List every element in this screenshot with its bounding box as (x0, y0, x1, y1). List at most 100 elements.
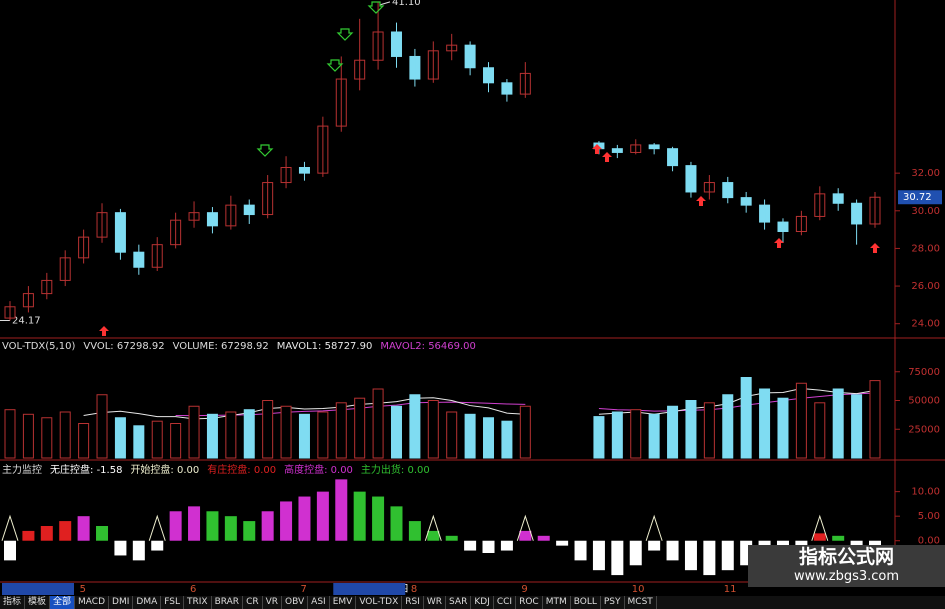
legend-value: 0.00 (330, 465, 353, 476)
signal-arrows (256, 1, 385, 157)
buy-arrow (870, 243, 880, 253)
volume-bar (4, 409, 16, 459)
y-tick-label: 25000 (908, 424, 940, 435)
legend-entry: 有庄控盘: 0.00 (207, 461, 276, 476)
legend-value: 0.00 (177, 465, 200, 476)
tab[interactable]: EMV (330, 596, 357, 609)
indicator-bar (40, 526, 53, 541)
tab[interactable]: DMI (109, 596, 134, 609)
legend-entry: 开始控盘: 0.00 (130, 461, 199, 476)
volume-bar (703, 402, 715, 459)
tab[interactable]: VR (263, 596, 283, 609)
tab[interactable]: VOL-TDX (356, 596, 403, 609)
volume-bar (354, 397, 366, 459)
start-marker (424, 514, 442, 541)
tab[interactable]: CR (243, 596, 263, 609)
indicator-bar (703, 540, 716, 576)
cursor-date-box (2, 583, 74, 595)
x-tick-label: 11 (724, 584, 737, 595)
high-label: 41.10 (392, 0, 421, 8)
tab[interactable]: MTM (543, 596, 571, 609)
indicator-bar (537, 535, 550, 541)
legend-entry: MAVOL2: 56469.00 (380, 341, 476, 352)
cursor-date-box (333, 583, 406, 595)
legend-entry: 主力出货: 0.00 (361, 461, 430, 476)
volume-bar (243, 409, 255, 459)
indicator-bar (592, 540, 605, 571)
legend-entry: 高度控盘: 0.00 (284, 461, 353, 476)
indicator-bar (224, 516, 237, 541)
tab[interactable]: 全部 (50, 596, 76, 609)
start-marker (148, 514, 166, 541)
sell-arrow (326, 59, 344, 72)
indicator-tabs: 指标 模板 全部 MACD DMI DMA FSL TRIX BRAR CR VR OBV ASI EMV… (0, 596, 945, 609)
indicator-bar (243, 521, 256, 541)
volume-bar (427, 400, 439, 459)
panel-frames (0, 0, 945, 583)
sell-arrow (336, 28, 354, 41)
tab[interactable]: 模板 (25, 596, 51, 609)
volume-bar (59, 411, 71, 459)
volume-bar (262, 400, 274, 459)
tab[interactable]: WR (424, 596, 447, 609)
tab[interactable]: 指标 (0, 596, 26, 609)
tab[interactable]: TRIX (184, 596, 212, 609)
tab[interactable]: SAR (446, 596, 472, 609)
stat-value: 67298.92 (221, 341, 269, 352)
y-tick-label: 24.00 (911, 319, 940, 330)
indicator-bar (721, 540, 734, 571)
buy-arrow (99, 326, 109, 336)
legend-entry: 无庄控盘: -1.58 (50, 461, 122, 476)
tab[interactable]: RSI (402, 596, 424, 609)
indicator-bar (519, 530, 532, 541)
x-tick-label: 6 (190, 584, 196, 595)
average-line (83, 388, 876, 420)
indicator-bar (261, 511, 274, 541)
indicator-bar (832, 535, 845, 541)
indicator-bar (611, 540, 624, 576)
tab[interactable]: MACD (75, 596, 110, 609)
volume-bar (483, 417, 495, 459)
y-tick-label: 32.00 (911, 168, 940, 179)
tab[interactable]: DMA (133, 596, 162, 609)
legend-value: 0.00 (253, 465, 277, 476)
volume-bar (611, 411, 623, 459)
indicator-bar (390, 506, 403, 541)
volume-title: VOL-TDX(5,10) (2, 341, 76, 352)
x-tick-label: 5 (80, 584, 86, 595)
y-tick-label: 75000 (908, 367, 940, 378)
tab[interactable]: BRAR (212, 596, 244, 609)
tab[interactable]: ASI (308, 596, 330, 609)
volume-bar (832, 388, 844, 459)
buy-arrow (774, 238, 784, 248)
volume-bar (777, 397, 789, 459)
volume-bar (851, 394, 863, 459)
watermark-title: 指标公式网 (798, 546, 894, 568)
buy-arrow (602, 152, 612, 162)
indicator-bar (408, 521, 421, 541)
buy-arrows (99, 144, 880, 336)
tab[interactable]: FSL (161, 596, 184, 609)
indicator-bar (188, 506, 201, 541)
y-tick-label: 5.00 (918, 511, 940, 522)
tab[interactable]: KDJ (471, 596, 494, 609)
start-marker (811, 514, 829, 541)
indicator-bar (629, 540, 642, 566)
volume-bar (96, 394, 108, 459)
x-tick-label: 9 (521, 584, 527, 595)
tab[interactable]: BOLL (571, 596, 601, 609)
tab[interactable]: ROC (516, 596, 543, 609)
volume-bar (648, 413, 660, 459)
indicator-bar (316, 491, 329, 541)
tab[interactable]: MCST (625, 596, 657, 609)
indicator-header: 主力监控 无庄控盘: -1.58 开始控盘: 0.00 有庄控盘: 0.00 高度控盘:… (2, 461, 430, 476)
volume-bar (630, 409, 642, 459)
tab[interactable]: OBV (282, 596, 309, 609)
tab[interactable]: PSY (601, 596, 625, 609)
sell-arrow (367, 1, 385, 14)
legend-name: 有庄控盘: (207, 465, 251, 476)
tab[interactable]: CCI (494, 596, 517, 609)
stat: VOLUME: 67298.92 (173, 341, 269, 352)
y-tick-label: 30.00 (911, 206, 940, 217)
